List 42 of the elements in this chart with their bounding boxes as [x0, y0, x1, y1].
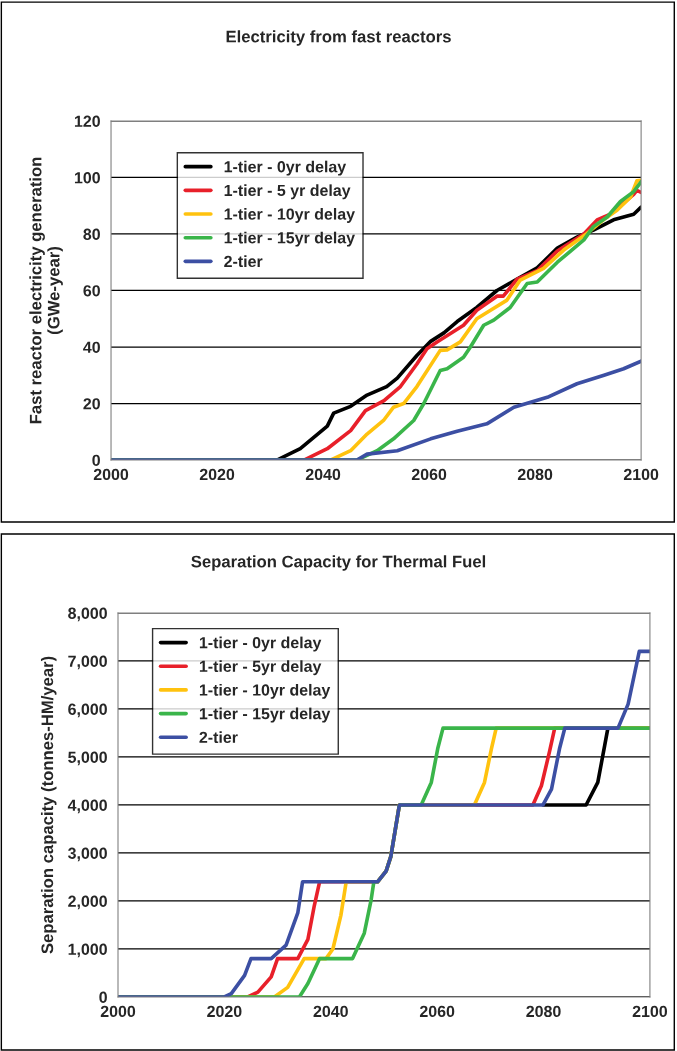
legend-label: 2-tier — [224, 255, 263, 268]
x-tick-label: 2020 — [199, 468, 235, 481]
legend-label: 1-tier - 15yr delay — [224, 231, 355, 247]
y-tick-label: 80 — [83, 228, 100, 240]
legend-label: 1-tier - 5yr delay — [199, 660, 322, 676]
legend-label: 1-tier - 5 yr delay — [224, 184, 351, 200]
y-tick-label: 6,000 — [68, 703, 107, 718]
y-tick-label: 0 — [92, 454, 100, 466]
x-tick-label: 2040 — [305, 468, 341, 481]
y-tick-label: 60 — [83, 285, 100, 297]
y-tick-label: 40 — [83, 341, 100, 353]
y-tick-label: 0 — [99, 991, 107, 1003]
y-tick-label: 120 — [74, 115, 100, 127]
x-tick-label: 2080 — [526, 1005, 561, 1018]
y-tick-label: 2,000 — [68, 895, 107, 910]
legend-label: 1-tier - 10yr delay — [224, 208, 355, 223]
y-axis-title: Separation capacity (tonnes-HM/year) — [40, 656, 57, 954]
legend-label: 1-tier - 0yr delay — [224, 160, 347, 176]
x-tick-label: 2060 — [419, 1005, 455, 1018]
y-tick-label: 7,000 — [68, 655, 107, 670]
chart-title: Electricity from fast reactors — [226, 30, 451, 46]
legend-label: 2-tier — [199, 731, 238, 744]
legend-label: 1-tier - 10yr delay — [199, 683, 331, 699]
y-tick-label: 3,000 — [67, 847, 107, 862]
y-tick-label: 4,000 — [67, 799, 107, 814]
chart-title: Separation Capacity for Thermal Fuel — [191, 555, 486, 571]
x-tick-label: 2000 — [100, 1005, 136, 1018]
legend-label: 1-tier - 0yr delay — [199, 636, 322, 652]
y-tick-label: 5,000 — [68, 751, 107, 766]
y-tick-label: 8,000 — [68, 607, 107, 622]
x-tick-label: 2000 — [93, 468, 129, 481]
x-tick-label: 2100 — [632, 1005, 668, 1018]
x-tick-label: 2020 — [207, 1005, 242, 1018]
y-tick-label: 1,000 — [68, 943, 107, 958]
x-tick-label: 2080 — [517, 468, 553, 481]
y-tick-label: 100 — [74, 172, 100, 184]
y-axis-title: Fast reactor electricity generation (GWe-year) — [29, 157, 63, 424]
y-tick-label: 20 — [83, 398, 100, 410]
legend-label: 1-tier - 15yr delay — [199, 707, 331, 723]
x-tick-label: 2100 — [623, 468, 659, 481]
x-tick-label: 2040 — [313, 1005, 348, 1018]
x-tick-label: 2060 — [411, 468, 447, 481]
